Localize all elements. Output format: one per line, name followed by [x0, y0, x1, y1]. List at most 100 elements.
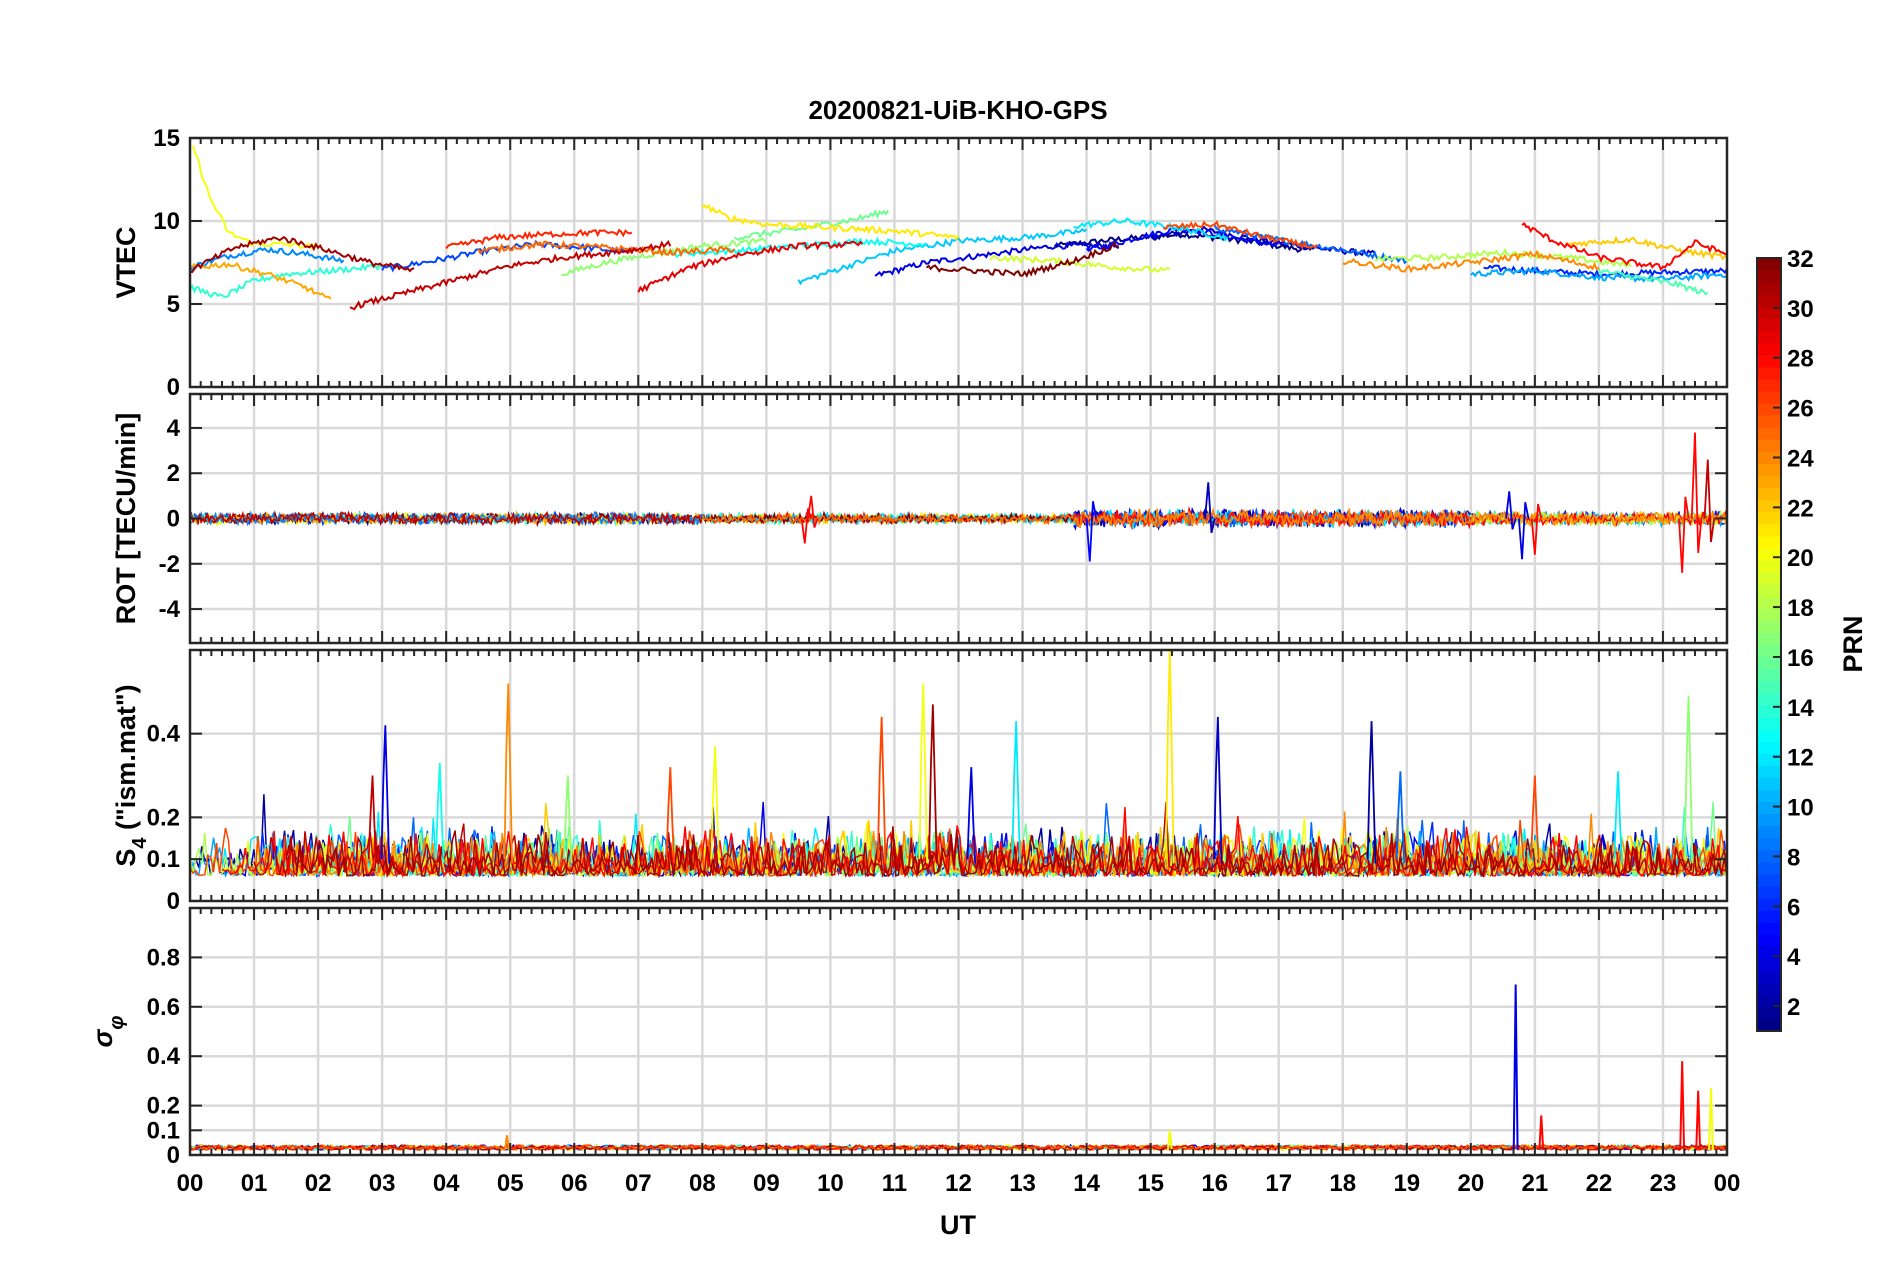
y-tick-label: 10 — [153, 208, 180, 235]
colorbar-level — [1757, 934, 1781, 948]
colorbar-level — [1757, 559, 1781, 573]
colorbar-tick-label: 22 — [1787, 495, 1814, 522]
colorbar-level — [1757, 584, 1781, 597]
colorbar-level — [1757, 886, 1781, 899]
s4-spike-prn-4 — [380, 725, 391, 864]
s4-spike-prn-26 — [876, 716, 887, 864]
x-tick-label: 11 — [882, 1170, 907, 1197]
colorbar-level — [1757, 427, 1781, 440]
vtec-series-prn-15 — [1597, 268, 1709, 296]
x-tick-label: 21 — [1522, 1170, 1549, 1197]
colorbar-level — [1757, 789, 1781, 803]
colorbar-level — [1757, 439, 1781, 452]
vtec-series-prn-29 — [637, 240, 864, 293]
colorbar-level — [1757, 741, 1781, 754]
colorbar-level — [1757, 487, 1781, 501]
colorbar-tick-label: 28 — [1787, 346, 1814, 373]
colorbar-tick-label: 8 — [1787, 844, 1800, 871]
colorbar-level — [1757, 354, 1781, 368]
sigma-spike-prn-28 — [1679, 1061, 1686, 1151]
colorbar-level — [1757, 1006, 1781, 1020]
panel-sigma: 00.10.2 0.4 0.6 0.8 σφ 00 01 02 03 04 05 06 07 08 09 10… — [88, 906, 1741, 1197]
colorbar-tick-label: 26 — [1787, 396, 1814, 423]
colorbar-level — [1757, 849, 1781, 863]
colorbar-level — [1757, 716, 1781, 730]
x-tick-label: 03 — [369, 1170, 396, 1197]
colorbar-level — [1757, 729, 1781, 742]
colorbar-level — [1757, 294, 1781, 307]
rot-series-prn-30 — [190, 510, 704, 527]
colorbar-level — [1757, 270, 1781, 283]
y-axis-label-s4: S4 ("ism.mat") — [111, 684, 151, 866]
colorbar-tick-label: 12 — [1787, 745, 1814, 772]
sigma-spike-prn-20 — [1166, 1130, 1173, 1151]
vtec-series-prn-20 — [192, 145, 319, 251]
colorbar-label: PRN — [1838, 615, 1868, 672]
rot-spike-prn-28 — [1678, 496, 1690, 573]
x-tick-label: 00 — [1714, 1170, 1741, 1197]
y-tick-label: 0.6 — [147, 994, 180, 1021]
colorbar-level — [1757, 970, 1781, 984]
x-tick-label: 08 — [689, 1170, 716, 1197]
x-tick-label: 10 — [817, 1170, 844, 1197]
colorbar-level — [1757, 680, 1781, 694]
vtec-series-prn-18 — [1374, 248, 1632, 268]
colorbar-level — [1757, 813, 1781, 827]
vtec-series-prn-10 — [1470, 266, 1727, 283]
y-tick-label: 0.4 — [147, 721, 181, 748]
colorbar-level — [1757, 330, 1781, 344]
colorbar-level — [1757, 801, 1781, 815]
x-tick-label: 18 — [1329, 1170, 1356, 1197]
colorbar-level — [1757, 765, 1781, 778]
colorbar-level — [1757, 342, 1781, 356]
x-tick-label: 22 — [1586, 1170, 1613, 1197]
vtec-series-prn-31 — [190, 235, 415, 274]
rot-spike-prn-28 — [1530, 503, 1543, 555]
x-tick-label: 06 — [561, 1170, 588, 1197]
colorbar-frame — [1756, 257, 1782, 1032]
x-tick-label: 16 — [1201, 1170, 1228, 1197]
sigma-spike-prn-20 — [1708, 1088, 1714, 1151]
s4-spike-prn-20 — [918, 683, 929, 864]
colorbar-level — [1757, 825, 1781, 839]
colorbar-tick-label: 32 — [1787, 246, 1814, 273]
s4-series-prn-30 — [253, 801, 1727, 879]
y-tick-label: 4 — [167, 415, 181, 442]
colorbar-level — [1757, 632, 1781, 646]
s4-spike-prn-20 — [710, 746, 720, 864]
colorbar-level — [1757, 318, 1781, 332]
y-tick-label: -4 — [159, 596, 181, 623]
colorbar-level — [1757, 306, 1781, 319]
y-tick-label: 0 — [167, 506, 180, 533]
s4-spike-prn-2 — [1366, 721, 1377, 864]
vtec-series-prn-30 — [349, 239, 672, 311]
colorbar-level — [1757, 499, 1781, 513]
panel-s4: 0 0.1 0.2 0.4S4 ("ism.mat") — [111, 648, 1729, 915]
rot-spike-prn-4 — [1517, 502, 1530, 560]
vtec-series-prn-26 — [1162, 220, 1318, 250]
y-axis-label-sigma: σφ — [88, 1016, 128, 1048]
y-tick-label: 2 — [167, 460, 180, 487]
rot-spike-prn-4 — [1505, 491, 1517, 530]
rot-series-prn-9 — [190, 510, 703, 527]
s4-spike-prn-31 — [928, 704, 938, 864]
colorbar-tick-label: 18 — [1787, 595, 1814, 622]
y-tick-label: 0.1 — [147, 1117, 180, 1144]
colorbar-level — [1757, 898, 1781, 911]
y-tick-label: 0.2 — [147, 1093, 180, 1120]
colorbar-level — [1757, 704, 1781, 718]
y-tick-label: 0.1 — [147, 846, 180, 873]
vtec-series-prn-8 — [1213, 224, 1408, 265]
s4-spike-prn-17 — [1683, 695, 1694, 864]
colorbar-level — [1757, 620, 1781, 634]
colorbar-tick-label: 10 — [1787, 795, 1814, 822]
vtec-series-prn-12 — [1073, 217, 1229, 242]
vtec-series-prn-28 — [1521, 222, 1727, 272]
x-tick-label: 20 — [1457, 1170, 1484, 1197]
y-tick-label: 0 — [167, 374, 180, 401]
colorbar-tick-label: 20 — [1787, 545, 1814, 572]
vtec-series-prn-21 — [701, 203, 960, 241]
y-tick-label: 15 — [153, 125, 180, 152]
colorbar-level — [1757, 982, 1781, 996]
vtec-series-prn-9 — [190, 246, 345, 272]
